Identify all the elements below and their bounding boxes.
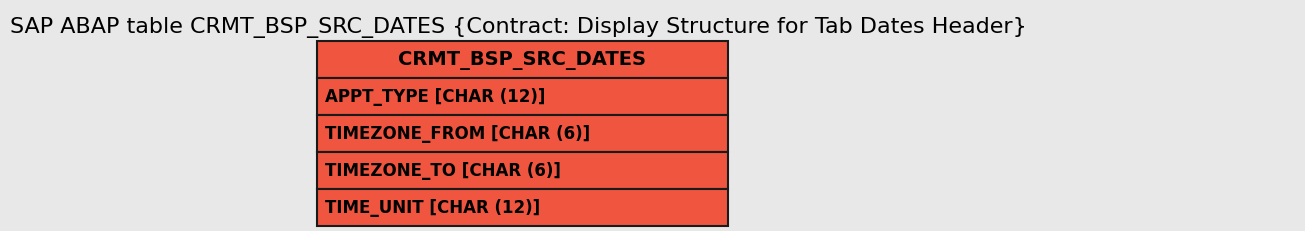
Text: CRMT_BSP_SRC_DATES: CRMT_BSP_SRC_DATES — [398, 51, 646, 70]
FancyBboxPatch shape — [317, 189, 728, 226]
Text: TIMEZONE_TO [CHAR (6)]: TIMEZONE_TO [CHAR (6)] — [325, 162, 561, 180]
Text: APPT_TYPE [CHAR (12)]: APPT_TYPE [CHAR (12)] — [325, 88, 545, 106]
FancyBboxPatch shape — [317, 79, 728, 116]
Text: TIMEZONE_FROM [CHAR (6)]: TIMEZONE_FROM [CHAR (6)] — [325, 125, 590, 143]
FancyBboxPatch shape — [317, 152, 728, 189]
Text: SAP ABAP table CRMT_BSP_SRC_DATES {Contract: Display Structure for Tab Dates Hea: SAP ABAP table CRMT_BSP_SRC_DATES {Contr… — [10, 17, 1027, 38]
Text: TIME_UNIT [CHAR (12)]: TIME_UNIT [CHAR (12)] — [325, 199, 540, 217]
FancyBboxPatch shape — [317, 42, 728, 79]
FancyBboxPatch shape — [317, 116, 728, 152]
